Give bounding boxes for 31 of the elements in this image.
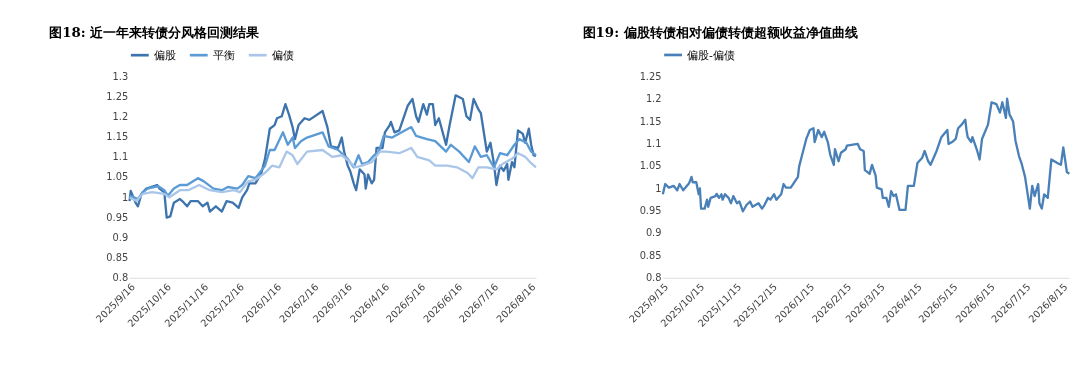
y-tick-label: 1.1: [645, 137, 662, 149]
y-tick-label: 1.15: [639, 115, 662, 127]
y-tick-label: 1.15: [106, 131, 129, 143]
y-tick-label: 0.9: [645, 227, 662, 239]
y-tick-label: 0.8: [645, 271, 662, 283]
chart-title: 图18: 近一年来转债分风格回测结果: [49, 23, 261, 40]
y-tick-label: 1.2: [645, 93, 662, 105]
line-series: [128, 146, 538, 203]
legend-label: 平衡: [212, 48, 235, 62]
y-tick-label: 1.05: [106, 171, 129, 183]
y-tick-label: 0.95: [639, 204, 662, 216]
line-series: [128, 94, 538, 219]
y-tick-label: 1: [121, 191, 129, 203]
chart-title: 图19: 偏股转债相对偏债转债超额收益净值曲线: [582, 23, 858, 40]
legend-label: 偏债: [271, 48, 294, 62]
y-tick-label: 1.05: [639, 160, 662, 172]
legend-label: 偏股: [153, 48, 176, 62]
y-tick-label: 1.2: [112, 111, 129, 123]
y-tick-label: 0.85: [106, 251, 129, 263]
y-tick-label: 0.9: [112, 231, 129, 243]
y-tick-label: 0.95: [106, 211, 129, 223]
y-tick-label: 1.25: [106, 91, 129, 103]
line-series: [661, 97, 1071, 213]
y-tick-label: 1.1: [112, 151, 129, 163]
y-tick-label: 1.25: [639, 70, 662, 82]
y-tick-label: 1.3: [112, 70, 129, 82]
y-tick-label: 0.8: [112, 271, 129, 283]
legend-label: 偏股-偏债: [686, 48, 735, 62]
line-series: [128, 125, 538, 201]
y-tick-label: 1: [655, 182, 662, 194]
y-tick-label: 0.85: [639, 249, 662, 261]
